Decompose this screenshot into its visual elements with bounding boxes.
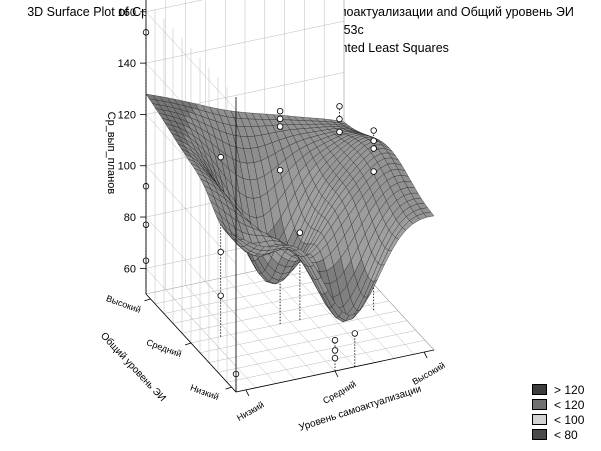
- data-points: [142, 29, 377, 378]
- legend-item: < 120: [532, 397, 584, 412]
- z-tick-label: 60: [124, 263, 136, 275]
- data-point: [336, 115, 343, 123]
- legend-swatch: [532, 399, 547, 410]
- data-point: [331, 337, 339, 344]
- wall-grid-line: [145, 0, 203, 13]
- legend-item: < 100: [532, 412, 584, 427]
- legend-label: < 80: [554, 427, 578, 442]
- data-point: [370, 137, 377, 144]
- data-point: [296, 229, 304, 236]
- wall-grid-line: [145, 20, 345, 64]
- data-point: [217, 292, 224, 299]
- legend-swatch: [532, 429, 547, 440]
- floor-grid-line: [284, 264, 375, 363]
- wall-grid-line: [145, 11, 237, 110]
- y-tick: [144, 298, 151, 302]
- floor-grid-line: [264, 268, 355, 367]
- data-point: [331, 354, 339, 362]
- x-tick-label: Средний: [321, 379, 358, 406]
- x-tick-label: Высокий: [410, 360, 446, 387]
- z-tick-label: 100: [118, 161, 136, 173]
- wall-grid-line: [145, 165, 237, 264]
- data-point: [217, 248, 224, 256]
- x-tick: [334, 370, 339, 378]
- y-tick-label: Высокий: [105, 293, 142, 315]
- data-point: [336, 103, 343, 110]
- data-point: [370, 127, 377, 134]
- x-tick: [245, 389, 250, 397]
- data-point: [370, 168, 377, 175]
- legend-label: < 100: [554, 412, 585, 427]
- x-tick: [423, 351, 428, 359]
- data-point: [276, 107, 284, 115]
- data-point: [336, 128, 343, 136]
- legend: > 120 < 120 < 100 < 80: [532, 382, 584, 442]
- x-tick-label: Низкий: [235, 400, 266, 423]
- z-tick-label: 80: [124, 212, 136, 224]
- z-axis-label: Ср_вып_планов: [105, 112, 117, 195]
- data-point: [370, 145, 377, 152]
- z-tick-label: 160: [118, 7, 136, 19]
- wall-grid-line: [145, 268, 237, 367]
- data-point: [276, 115, 284, 123]
- legend-swatch: [532, 414, 547, 425]
- legend-swatch: [532, 384, 547, 395]
- legend-item: > 120: [532, 382, 584, 397]
- surface-patch: [423, 211, 435, 218]
- legend-item: < 80: [532, 427, 584, 442]
- x-axis-label: Уровень самоактуализации: [298, 384, 423, 434]
- data-point: [276, 166, 284, 174]
- y-tick: [225, 386, 232, 390]
- z-tick-label: 140: [118, 58, 136, 70]
- y-tick: [184, 342, 192, 346]
- legend-label: > 120: [554, 382, 585, 397]
- y-tick-label: Низкий: [189, 383, 220, 403]
- legend-label: < 120: [554, 397, 585, 412]
- data-point: [331, 347, 339, 354]
- data-point: [217, 153, 224, 161]
- z-tick-label: 120: [118, 109, 136, 121]
- data-point: [276, 123, 284, 130]
- y-tick-label: Средний: [145, 337, 183, 359]
- data-point: [351, 330, 358, 337]
